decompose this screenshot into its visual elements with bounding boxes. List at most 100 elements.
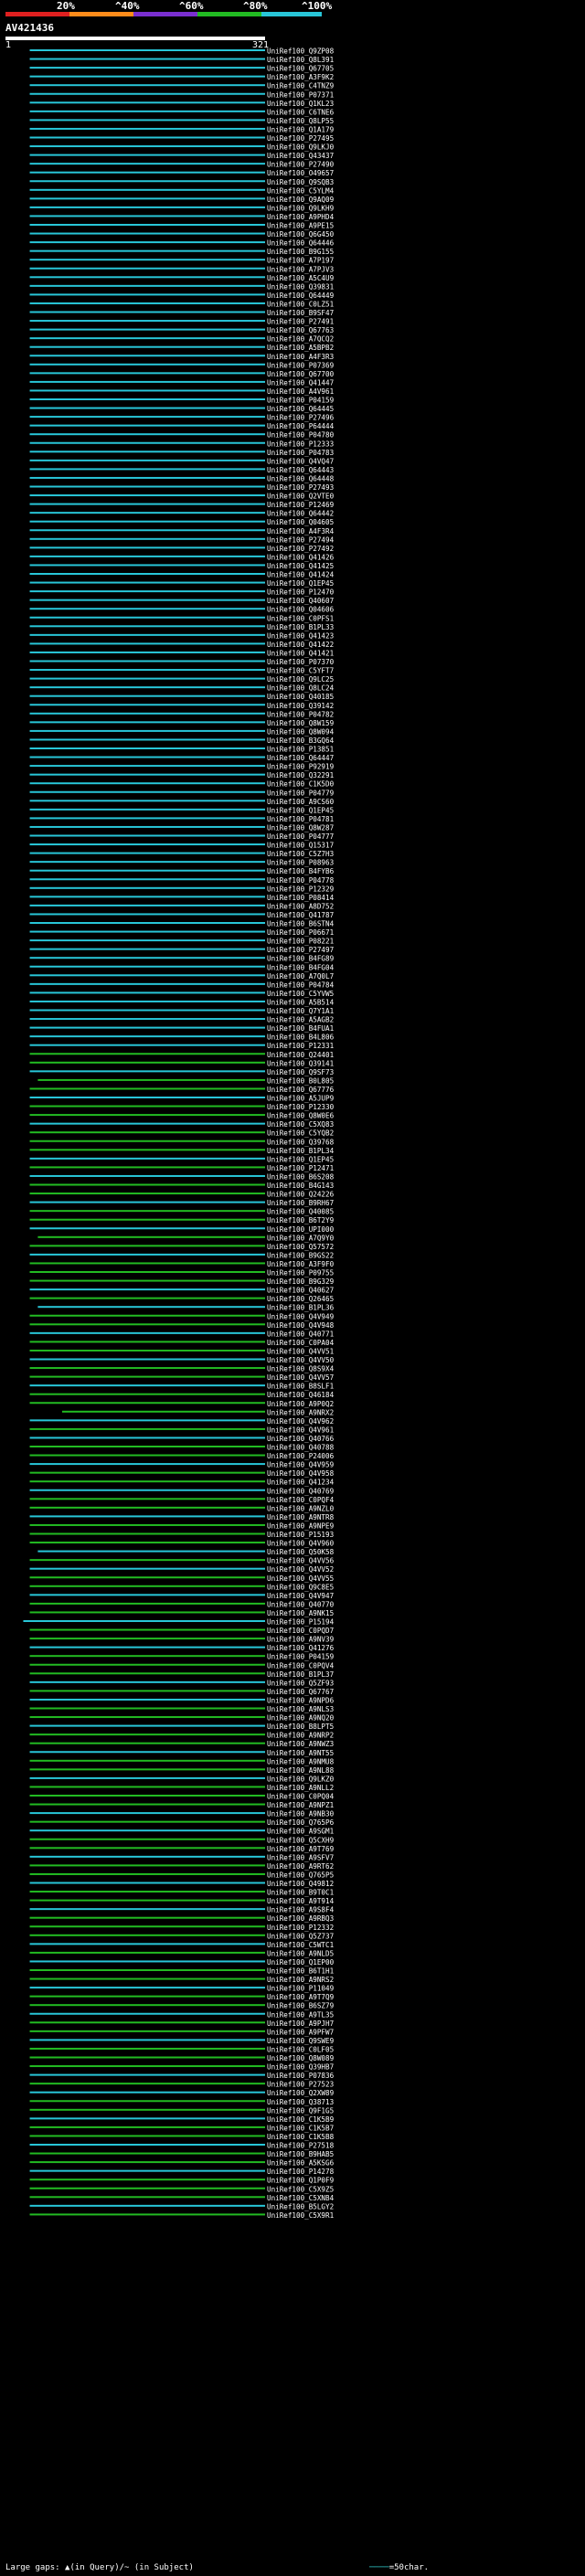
hit-alignment-bar: [29, 2187, 266, 2189]
hit-alignment-bar: [29, 1498, 266, 1500]
hit-label: UniRef100_P04784: [267, 981, 335, 989]
hit-alignment-bar: [29, 127, 266, 130]
hit-label: UniRef100_P27494: [267, 535, 335, 544]
hit-label: UniRef100_Q9C8E5: [267, 1583, 334, 1591]
hit-alignment-bar: [29, 1279, 266, 1282]
hit-row: UniRef100_Q41424: [29, 571, 335, 579]
hit-alignment-bar: [29, 1367, 266, 1370]
hit-row: UniRef100_P04777: [29, 832, 334, 841]
hit-alignment-bar: [29, 1934, 266, 1936]
hit-row: UniRef100_B9HAB5: [29, 2150, 334, 2158]
identity-legend: 20% ^40% ^60% ^80% ^100%: [0, 0, 585, 18]
hit-row: UniRef100_C5X9Z5: [29, 2185, 334, 2193]
hit-label: UniRef100_P11049: [267, 1985, 335, 1993]
hit-alignment-bar: [29, 451, 266, 453]
hit-row: UniRef100_Q9LKZ0: [29, 1775, 335, 1783]
hit-label: UniRef100_Q4V949: [267, 1312, 335, 1320]
hit-row: UniRef100_B6SZ79: [29, 2002, 335, 2010]
hit-alignment-bar: [29, 1489, 266, 1491]
hit-alignment-bar: [29, 957, 266, 959]
hit-alignment-bar: [29, 1680, 266, 1683]
hit-row: UniRef100_A9NQ20: [29, 1714, 335, 1723]
hit-alignment-bar: [29, 573, 266, 575]
hit-label: UniRef100_Q2XW89: [267, 2089, 335, 2097]
hit-row: UniRef100_P27518: [29, 2142, 335, 2150]
hit-label: UniRef100_B6SZ79: [267, 2002, 335, 2010]
hit-row: UniRef100_B8SLF1: [29, 1383, 335, 1391]
hit-row: UniRef100_Q40766: [29, 1435, 335, 1443]
hit-alignment-bar: [29, 345, 266, 348]
hit-row: UniRef100_P11049: [29, 1985, 335, 1993]
hit-label: UniRef100_P27496: [267, 414, 335, 422]
hit-label: UniRef100_Q4V948: [267, 1321, 335, 1330]
hit-row: UniRef100_P27493: [29, 483, 334, 492]
hit-label: UniRef100_Q9SQB3: [267, 178, 334, 186]
hit-alignment-bar: [29, 101, 266, 104]
hit-alignment-bar: [29, 896, 266, 898]
hit-row: UniRef100_P27490: [29, 161, 335, 169]
hit-label: UniRef100_Q6G450: [267, 230, 335, 239]
hit-row: UniRef100_B1PL33: [29, 623, 334, 631]
hit-label: UniRef100_A9NRP2: [267, 1732, 334, 1740]
hit-alignment-bar: [29, 197, 266, 200]
hit-alignment-bar: [29, 1131, 266, 1134]
hit-row: UniRef100_A5JUP9: [29, 1095, 335, 1103]
hit-label: UniRef100_A8D752: [267, 902, 334, 910]
hit-alignment-bar: [29, 84, 266, 87]
hit-row: UniRef100_Q4V960: [29, 1540, 335, 1548]
hit-label: UniRef100_P04782: [267, 710, 334, 718]
hit-row: UniRef100_P27497: [29, 946, 334, 954]
hit-label: UniRef100_A9NL88: [267, 1766, 335, 1775]
hit-alignment-bar: [29, 1628, 266, 1631]
hit-alignment-bar: [29, 1097, 266, 1098]
hit-alignment-bar: [29, 372, 266, 375]
hit-row: UniRef100_P27492: [29, 545, 334, 553]
hit-alignment-bar: [29, 1349, 266, 1352]
hit-alignment-bar: [29, 293, 266, 296]
hit-row: UniRef100_A9NTR8: [29, 1513, 335, 1521]
hit-label: UniRef100_B1PL36: [267, 1304, 335, 1312]
hit-label: UniRef100_Q67776: [267, 1086, 335, 1094]
hit-row: UniRef100_C1K5B7: [29, 2124, 334, 2132]
hit-row: UniRef100_P06671: [29, 928, 335, 937]
hit-label: UniRef100_B9RH67: [267, 1199, 334, 1207]
hit-row: UniRef100_Q41423: [29, 631, 334, 640]
hit-alignment-bar: [29, 1698, 266, 1701]
hit-alignment-bar: [29, 337, 266, 340]
hit-label: UniRef100_A9PFW7: [267, 2028, 334, 2036]
hit-alignment-bar: [29, 171, 266, 174]
hit-alignment-bar: [29, 2144, 266, 2146]
hit-row: UniRef100_Q41787: [29, 911, 334, 919]
hit-alignment-bar: [29, 1638, 266, 1640]
hit-label: UniRef100_C0PA04: [267, 1339, 335, 1347]
hit-row: UniRef100_A8D752: [29, 902, 334, 910]
hit-label: UniRef100_C0LZ51: [267, 300, 335, 308]
hit-label: UniRef100_Q1EP45: [267, 579, 334, 588]
hit-row: UniRef100_P08414: [29, 894, 335, 902]
query-ruler: [5, 37, 265, 40]
hit-label: UniRef100_P64444: [267, 422, 335, 430]
hit-row: UniRef100_A9SFV7: [29, 1853, 334, 1861]
hit-label: UniRef100_P27493: [267, 483, 334, 492]
hit-label: UniRef100_C6TNE6: [267, 108, 335, 116]
hit-row: UniRef100_A7Q9Y0: [37, 1234, 335, 1242]
hit-row: UniRef100_C0LF05: [29, 2045, 334, 2053]
hit-alignment-bar: [29, 1245, 266, 1247]
hit-label: UniRef100_C5X9Z5: [267, 2185, 334, 2193]
hit-alignment-bar: [29, 1183, 266, 1186]
hit-label: UniRef100_Q8LP55: [267, 117, 334, 125]
hit-row: UniRef100_P12332: [29, 1924, 334, 1932]
hit-row: UniRef100_O49657: [29, 169, 334, 177]
hit-row: UniRef100_Q39142: [29, 702, 334, 710]
hit-alignment-bar: [29, 2117, 266, 2120]
hit-label: UniRef100_C0LF05: [267, 2045, 334, 2053]
hit-row: UniRef100_Q4V949: [29, 1312, 335, 1320]
hit-row: UniRef100_A9CS60: [29, 798, 335, 806]
hit-row: UniRef100_A9NB30: [29, 1810, 335, 1818]
hit-label: UniRef100_B9G155: [267, 248, 334, 256]
hit-alignment-bar: [29, 92, 266, 95]
hit-alignment-bar: [29, 320, 266, 323]
hit-row: UniRef100_UPI000: [29, 1225, 335, 1234]
hit-alignment-bar: [29, 1943, 266, 1945]
